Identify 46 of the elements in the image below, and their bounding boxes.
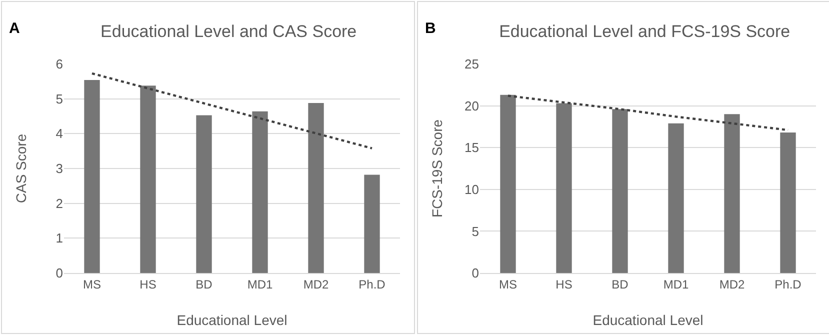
y-tick-label: 15 (464, 140, 479, 156)
chart-title: Educational Level and FCS-19S Score (499, 22, 790, 42)
x-axis-title: Educational Level (176, 312, 288, 328)
y-axis-title: CAS Score (13, 134, 29, 204)
x-tick-label: HS (140, 277, 156, 292)
y-tick-label: 25 (464, 56, 479, 72)
y-tick-label: 0 (56, 266, 63, 281)
x-tick-label: HS (556, 277, 572, 292)
bar (500, 94, 516, 273)
bar (724, 114, 740, 273)
text: A (9, 20, 20, 37)
x-axis-title: Educational Level (592, 312, 704, 328)
x-tick-label: MD1 (663, 277, 689, 292)
x-tick-label: MS (499, 277, 517, 292)
text: B (425, 20, 436, 37)
x-tick-label: Ph.D (774, 277, 802, 292)
y-tick-label: 20 (464, 98, 479, 114)
x-tick-label: MD2 (303, 277, 329, 292)
x-tick-label: Ph.D (358, 277, 386, 292)
x-tick-label: BD (612, 277, 629, 292)
x-tick-label: MD1 (247, 277, 273, 292)
bar (252, 111, 268, 273)
y-tick-label: 1 (56, 230, 63, 246)
x-tick-label: MD2 (719, 277, 745, 292)
y-tick-label: 6 (56, 56, 63, 72)
x-tick-label: BD (196, 277, 213, 292)
bar (780, 132, 796, 273)
bar (196, 115, 212, 273)
y-tick-label: 2 (56, 196, 63, 211)
bar (84, 80, 100, 273)
bar (364, 174, 380, 273)
x-tick-label: MS (83, 277, 101, 292)
bar (668, 123, 684, 273)
y-axis-title: FCS-19S Score (429, 119, 445, 218)
y-tick-label: 10 (464, 182, 479, 197)
bar (612, 109, 628, 273)
line-series (90, 72, 374, 150)
bar (140, 86, 156, 273)
bar (556, 103, 572, 273)
y-tick-label: 5 (472, 224, 479, 239)
chart-title: Educational Level and CAS Score (100, 22, 357, 42)
y-tick-label: 5 (56, 91, 63, 106)
y-tick-label: 4 (56, 126, 63, 142)
y-tick-label: 3 (56, 161, 63, 176)
y-tick-label: 0 (472, 266, 479, 281)
bar (308, 103, 324, 273)
